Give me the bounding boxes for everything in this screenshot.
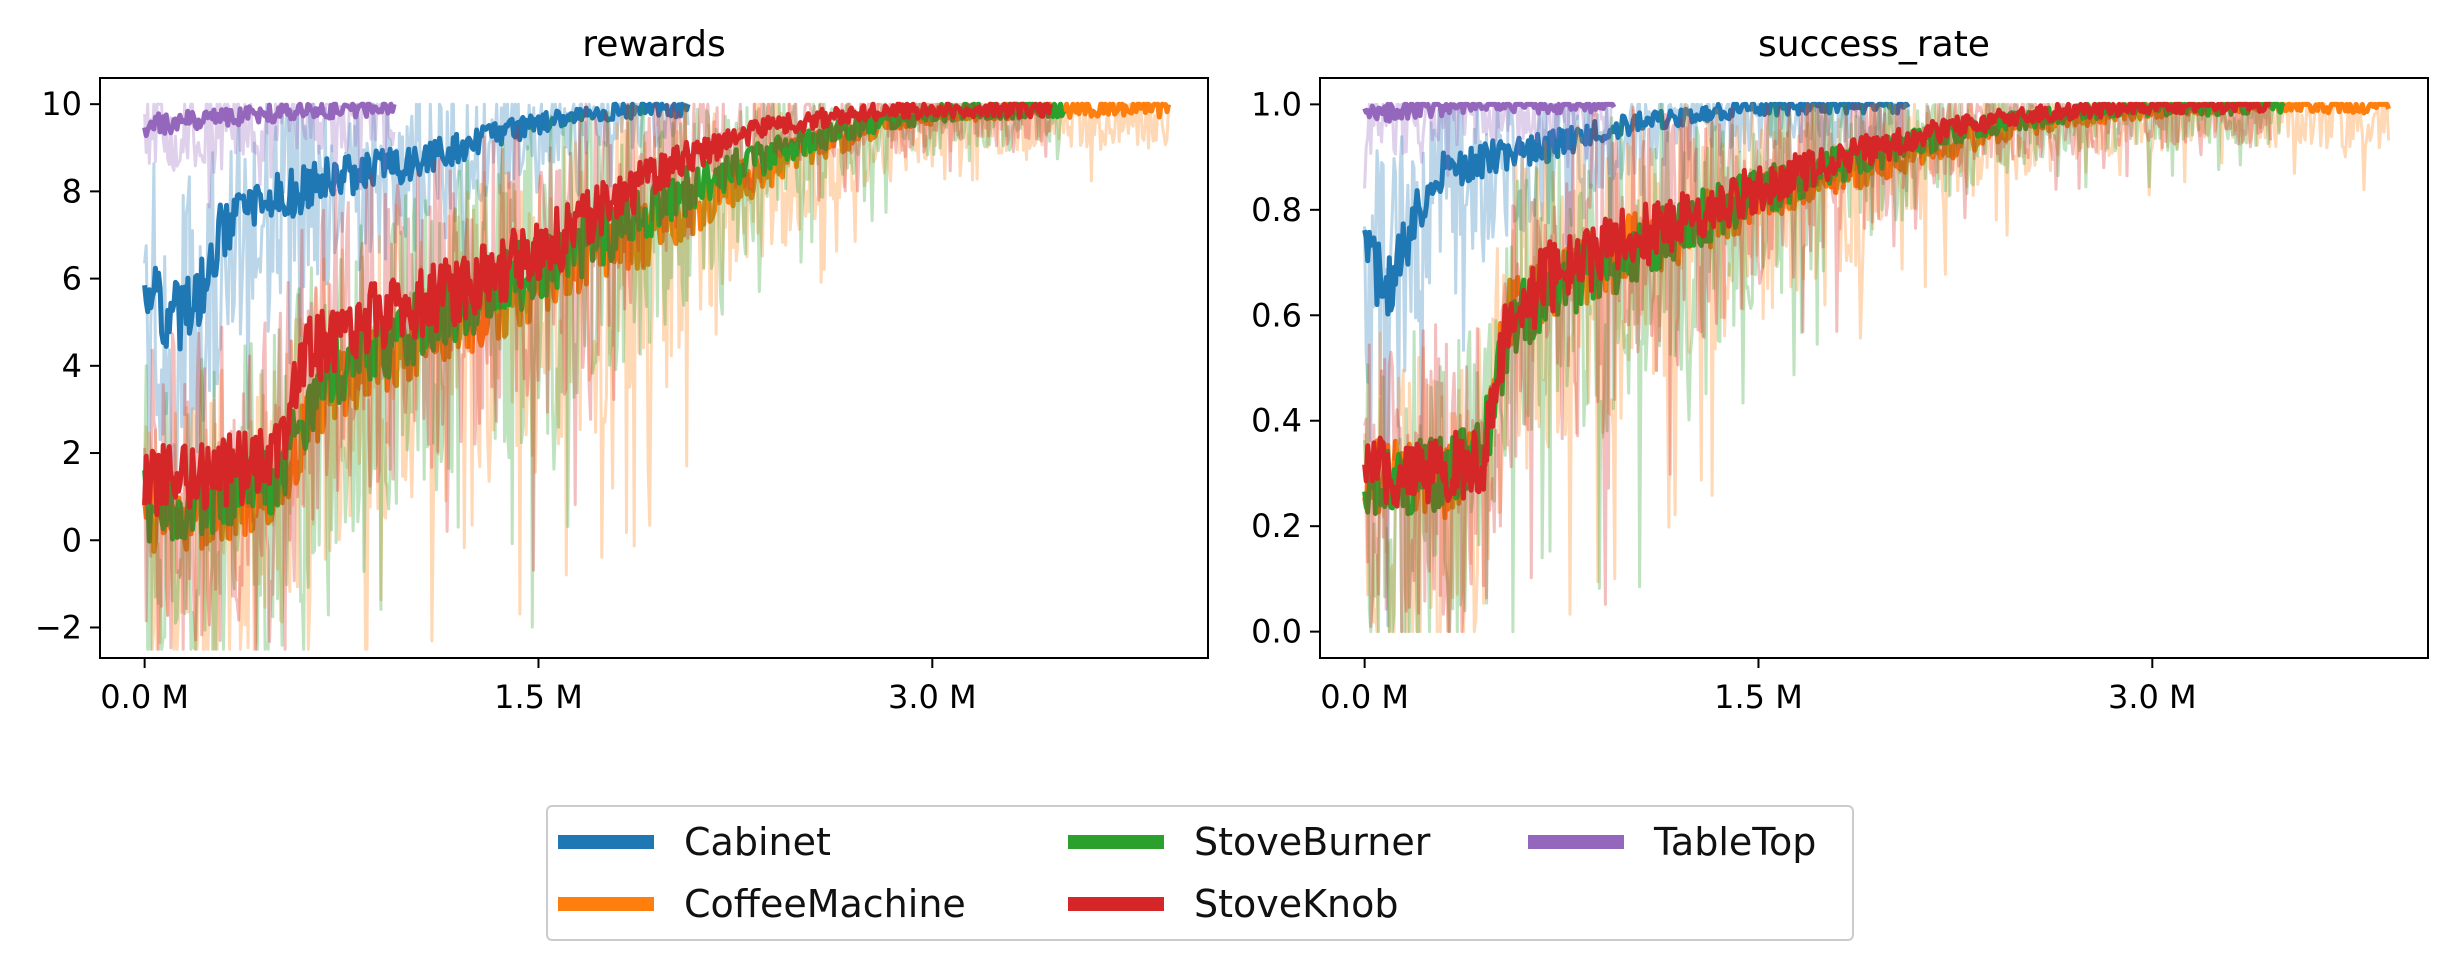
- plot-area: [142, 101, 1172, 651]
- series-line-stoveknob: [1362, 101, 2272, 509]
- legend-item-tabletop: TableTop: [1528, 817, 1816, 867]
- legend-item-stoveknob: StoveKnob: [1068, 879, 1399, 929]
- x-tick-label: 1.5 M: [1714, 678, 1803, 716]
- y-tick-label: 8: [62, 172, 82, 210]
- x-tick-label: 0.0 M: [1320, 678, 1409, 716]
- chart-title: success_rate: [1758, 24, 1990, 65]
- axes-frame: [1319, 77, 2429, 659]
- y-tick-label: −2: [35, 608, 82, 646]
- legend: Cabinet CoffeeMachine StoveBurner StoveK…: [546, 805, 1854, 941]
- legend-swatch-coffeemachine: [558, 897, 654, 911]
- series-line-tabletop: [1362, 101, 1617, 124]
- y-tick-label: 0.8: [1251, 191, 1302, 229]
- legend-swatch-stoveburner: [1068, 835, 1164, 849]
- series-raw-stoveburner: [1363, 102, 2284, 634]
- y-tick-label: 0.0: [1251, 613, 1302, 651]
- legend-item-coffeemachine: CoffeeMachine: [558, 879, 966, 929]
- x-tick-label: 0.0 M: [100, 678, 189, 716]
- series-raw-stoveknob: [1363, 102, 2272, 634]
- y-tick-label: 10: [41, 85, 82, 123]
- series-line-cabinet: [1362, 101, 1911, 317]
- x-tick-label: 3.0 M: [888, 678, 977, 716]
- y-tick-label: 6: [62, 260, 82, 298]
- series-line-stoveknob: [142, 101, 1053, 517]
- chart-title: rewards: [582, 24, 725, 65]
- series-line-tabletop: [142, 101, 397, 139]
- x-tick-label: 3.0 M: [2108, 678, 2197, 716]
- legend-label-cabinet: Cabinet: [684, 820, 831, 864]
- legend-label-stoveknob: StoveKnob: [1194, 882, 1399, 926]
- series-raw-cabinet: [143, 102, 690, 518]
- legend-label-coffeemachine: CoffeeMachine: [684, 882, 966, 926]
- y-tick-label: 0.2: [1251, 507, 1302, 545]
- series-line-cabinet: [142, 101, 691, 352]
- chart-panel-2: success_rate 0.0 M 1.5 M 3.0 M 0.0 0.2 0.4 0.6 0…: [1251, 24, 2429, 716]
- plot-area: [1362, 101, 2391, 634]
- series-line-stoveburner: [142, 101, 1066, 544]
- y-tick-label: 0: [62, 521, 82, 559]
- y-tick-label: 4: [62, 347, 82, 385]
- legend-swatch-stoveknob: [1068, 897, 1164, 911]
- legend-item-cabinet: Cabinet: [558, 817, 831, 867]
- legend-label-tabletop: TableTop: [1654, 820, 1817, 864]
- axes-frame: [99, 77, 1209, 659]
- y-tick-label: 0.4: [1251, 402, 1302, 440]
- y-tick-label: 1.0: [1251, 85, 1302, 123]
- legend-swatch-tabletop: [1528, 835, 1624, 849]
- legend-label-stoveburner: StoveBurner: [1194, 820, 1431, 864]
- x-tick-label: 1.5 M: [494, 678, 583, 716]
- chart-panel-1: rewards 0.0 M 1.5 M 3.0 M −2 0 2 4 6 8 10: [35, 24, 1209, 716]
- y-tick-label: 2: [62, 434, 82, 472]
- legend-item-stoveburner: StoveBurner: [1068, 817, 1430, 867]
- legend-swatch-cabinet: [558, 835, 654, 849]
- y-tick-label: 0.6: [1251, 296, 1302, 334]
